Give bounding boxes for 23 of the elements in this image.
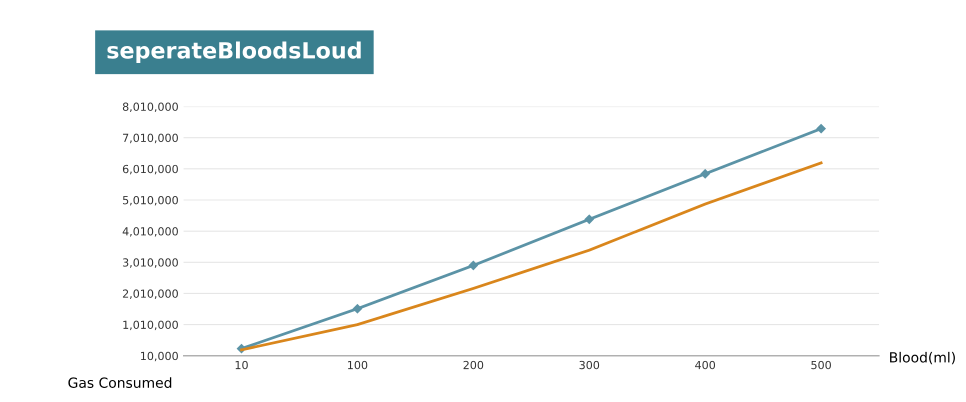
y-tick-label: 7,010,000	[123, 134, 178, 144]
point	[584, 214, 594, 224]
point	[352, 304, 362, 314]
x-tick-label: 200	[464, 360, 484, 370]
point	[816, 124, 826, 134]
x-tick-label: 10	[236, 360, 248, 370]
x-tick-label: 300	[580, 360, 600, 370]
x-tick-label: 400	[695, 360, 716, 370]
point	[700, 169, 710, 178]
y-axis-title: Gas Consumed	[68, 377, 172, 388]
y-tick-label: 1,010,000	[123, 320, 178, 330]
y-tick-label: 4,010,000	[122, 227, 178, 237]
y-tick-label: 3,010,000	[122, 258, 178, 268]
chart-title: seperateBloodsLoud	[107, 42, 361, 64]
y-tick-label: 2,010,000	[122, 289, 178, 299]
point	[468, 260, 478, 270]
x-axis-title: Blood(ml)	[890, 352, 955, 364]
y-tick-label: 6,010,000	[122, 164, 178, 174]
y-tick-label: 8,010,000	[122, 102, 178, 112]
x-tick-label: 100	[348, 360, 368, 370]
y-tick-label: 5,010,000	[122, 196, 178, 206]
y-tick-label: 10,000	[141, 352, 178, 362]
x-tick-label: 500	[811, 360, 831, 370]
